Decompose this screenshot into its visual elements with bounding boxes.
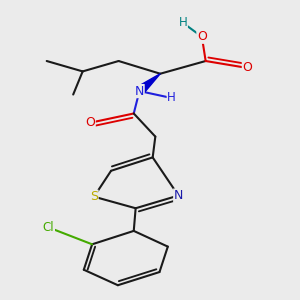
Text: O: O [197, 30, 207, 43]
Text: H: H [167, 92, 176, 104]
Text: N: N [174, 189, 183, 202]
Text: S: S [90, 190, 98, 203]
Text: N: N [135, 85, 144, 98]
Text: O: O [242, 61, 252, 74]
Text: O: O [85, 116, 95, 129]
Text: Cl: Cl [43, 221, 54, 234]
Text: H: H [178, 16, 187, 29]
Polygon shape [136, 74, 160, 95]
